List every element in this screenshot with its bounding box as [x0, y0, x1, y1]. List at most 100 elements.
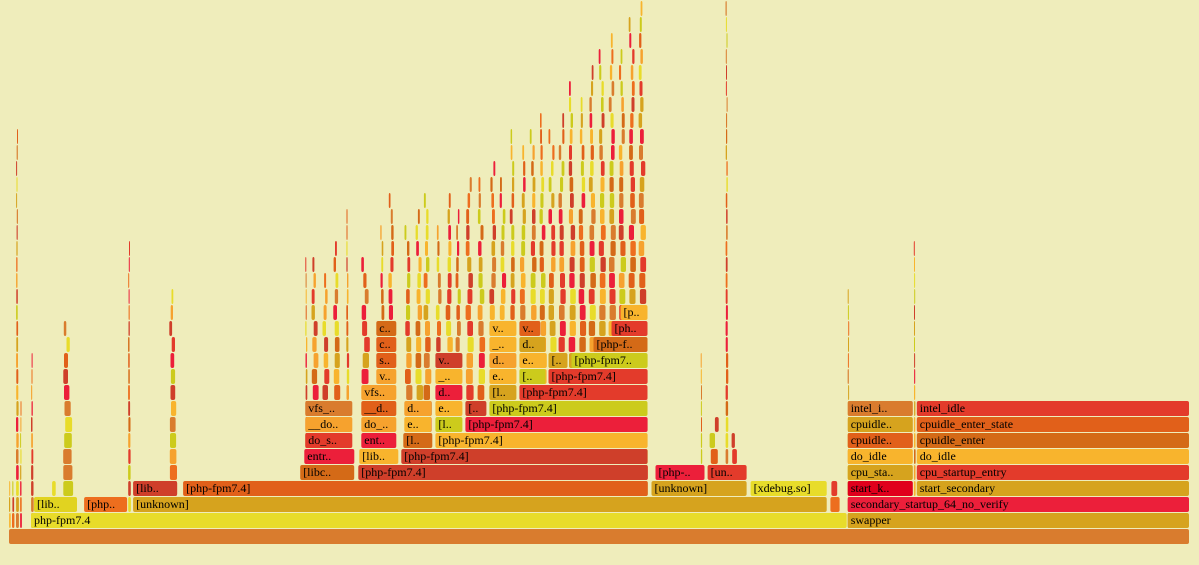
frame-rect[interactable]	[489, 385, 517, 400]
sliver-frame[interactable]	[323, 305, 327, 320]
sliver-frame[interactable]	[725, 49, 727, 64]
sliver-frame[interactable]	[539, 241, 544, 256]
sliver-frame[interactable]	[361, 257, 364, 272]
flame-frame[interactable]: [php..	[84, 497, 128, 512]
sliver-frame[interactable]	[568, 209, 573, 224]
flame-frame[interactable]: start_secondary	[916, 481, 1189, 496]
frame-rect[interactable]	[707, 465, 747, 480]
sliver-frame[interactable]	[407, 273, 411, 288]
sliver-frame[interactable]	[628, 17, 631, 32]
sliver-frame[interactable]	[447, 257, 451, 272]
sliver-frame[interactable]	[63, 321, 67, 336]
sliver-frame[interactable]	[333, 257, 336, 272]
flame-frame[interactable]: [ph..	[611, 321, 648, 336]
frame-rect[interactable]	[489, 337, 517, 352]
sliver-frame[interactable]	[579, 273, 585, 288]
sliver-frame[interactable]	[551, 225, 556, 240]
sliver-frame[interactable]	[502, 209, 506, 224]
sliver-stack[interactable]	[12, 481, 15, 528]
sliver-frame[interactable]	[639, 17, 642, 32]
sliver-frame[interactable]	[629, 33, 632, 48]
sliver-frame[interactable]	[12, 497, 15, 512]
sliver-frame[interactable]	[726, 225, 728, 240]
sliver-frame[interactable]	[618, 225, 624, 240]
sliver-frame[interactable]	[714, 417, 719, 432]
sliver-frame[interactable]	[415, 225, 418, 240]
flame-frame[interactable]: start_k..	[847, 481, 913, 496]
sliver-frame[interactable]	[523, 177, 526, 192]
sliver-frame[interactable]	[16, 321, 19, 336]
sliver-frame[interactable]	[609, 177, 614, 192]
sliver-frame[interactable]	[324, 273, 327, 288]
sliver-frame[interactable]	[629, 161, 634, 176]
sliver-frame[interactable]	[569, 145, 572, 160]
sliver-frame[interactable]	[532, 257, 537, 272]
sliver-frame[interactable]	[512, 161, 515, 176]
sliver-frame[interactable]	[312, 385, 319, 400]
sliver-frame[interactable]	[129, 241, 130, 256]
frame-rect[interactable]	[593, 337, 648, 352]
sliver-frame[interactable]	[305, 305, 307, 320]
sliver-frame[interactable]	[467, 257, 472, 272]
sliver-frame[interactable]	[381, 257, 384, 272]
sliver-frame[interactable]	[435, 305, 440, 320]
flame-frame[interactable]: [php-fpm7.4]	[183, 481, 648, 496]
sliver-frame[interactable]	[598, 49, 601, 64]
sliver-frame[interactable]	[639, 33, 642, 48]
frame-rect[interactable]	[519, 353, 546, 368]
sliver-frame[interactable]	[631, 81, 635, 96]
sliver-frame[interactable]	[500, 177, 502, 192]
flame-frame[interactable]: e..	[404, 417, 432, 432]
sliver-frame[interactable]	[416, 337, 422, 352]
sliver-frame[interactable]	[388, 273, 392, 288]
sliver-frame[interactable]	[388, 305, 393, 320]
sliver-frame[interactable]	[609, 305, 616, 320]
sliver-frame[interactable]	[468, 273, 473, 288]
sliver-frame[interactable]	[579, 241, 585, 256]
sliver-frame[interactable]	[522, 209, 526, 224]
frame-rect[interactable]	[620, 305, 648, 320]
sliver-frame[interactable]	[455, 337, 460, 352]
sliver-frame[interactable]	[425, 289, 430, 304]
sliver-frame[interactable]	[631, 97, 635, 112]
sliver-frame[interactable]	[726, 161, 728, 176]
sliver-frame[interactable]	[128, 369, 130, 384]
sliver-frame[interactable]	[467, 289, 473, 304]
sliver-frame[interactable]	[913, 465, 916, 480]
sliver-frame[interactable]	[588, 289, 595, 304]
sliver-frame[interactable]	[725, 1, 727, 16]
sliver-frame[interactable]	[466, 225, 470, 240]
frame-rect[interactable]	[300, 465, 355, 480]
sliver-frame[interactable]	[619, 209, 624, 224]
sliver-frame[interactable]	[31, 433, 33, 448]
sliver-frame[interactable]	[324, 337, 329, 352]
sliver-frame[interactable]	[599, 321, 606, 336]
sliver-frame[interactable]	[532, 193, 536, 208]
sliver-frame[interactable]	[579, 257, 585, 272]
sliver-frame[interactable]	[128, 257, 130, 272]
sliver-frame[interactable]	[914, 257, 915, 272]
sliver-frame[interactable]	[725, 257, 728, 272]
flame-frame[interactable]: e..	[519, 353, 546, 368]
sliver-frame[interactable]	[541, 273, 546, 288]
sliver-frame[interactable]	[20, 401, 22, 416]
sliver-frame[interactable]	[128, 321, 130, 336]
sliver-frame[interactable]	[406, 289, 410, 304]
sliver-frame[interactable]	[416, 289, 421, 304]
sliver-frame[interactable]	[570, 289, 576, 304]
flame-frame[interactable]: [php-fpm7..	[571, 353, 648, 368]
sliver-frame[interactable]	[346, 369, 350, 384]
frame-rect[interactable]	[916, 449, 1189, 464]
sliver-frame[interactable]	[305, 385, 308, 400]
sliver-frame[interactable]	[128, 305, 130, 320]
sliver-frame[interactable]	[478, 241, 482, 256]
sliver-frame[interactable]	[323, 353, 329, 368]
sliver-frame[interactable]	[489, 289, 495, 304]
sliver-frame[interactable]	[548, 305, 554, 320]
sliver-frame[interactable]	[425, 225, 429, 240]
flame-frame[interactable]: cpuidle_enter	[916, 433, 1189, 448]
sliver-frame[interactable]	[447, 289, 452, 304]
sliver-frame[interactable]	[551, 193, 555, 208]
sliver-stack[interactable]	[9, 481, 11, 528]
sliver-frame[interactable]	[305, 273, 307, 288]
